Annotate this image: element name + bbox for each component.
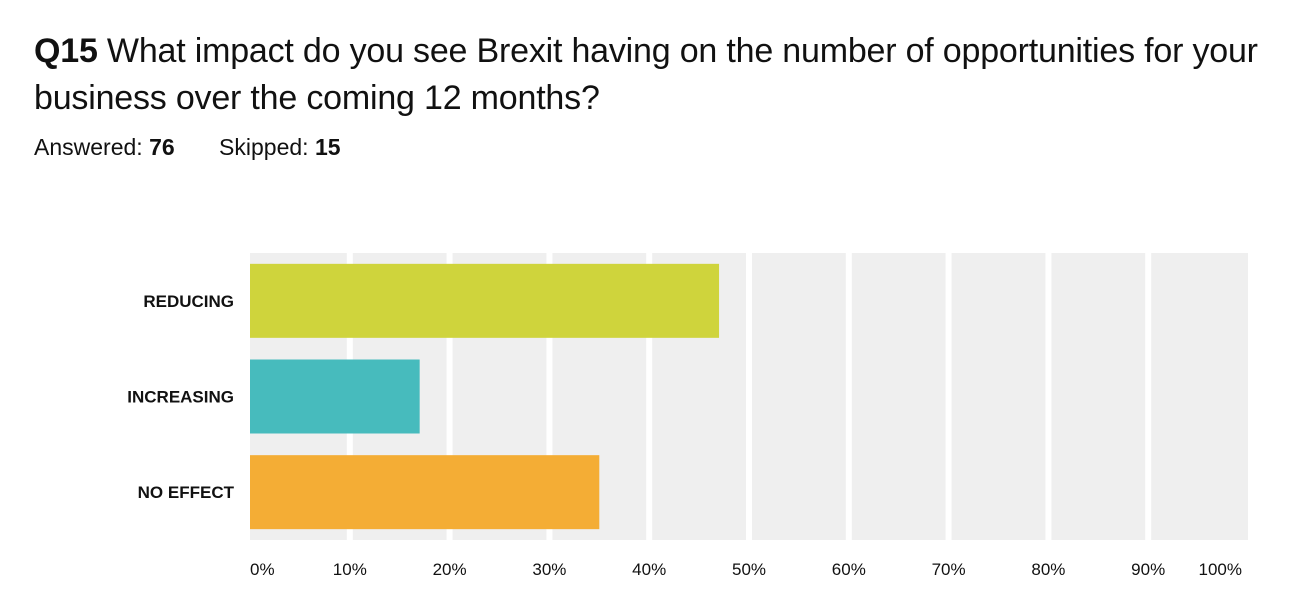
question-header: Q15 What impact do you see Brexit having… <box>34 28 1274 162</box>
gridline <box>646 253 653 540</box>
x-tick-label: 0% <box>250 560 275 579</box>
gridline <box>1145 253 1152 540</box>
response-stats: Answered: 76 Skipped: 15 <box>34 132 1274 162</box>
x-tick-label: 50% <box>732 560 766 579</box>
x-tick-label: 10% <box>333 560 367 579</box>
skipped-stat: Skipped: 15 <box>219 132 341 162</box>
gridline <box>945 253 952 540</box>
bar-no-effect <box>250 455 600 530</box>
x-tick-label: 30% <box>532 560 566 579</box>
gridline <box>845 253 852 540</box>
x-tick-label: 60% <box>832 560 866 579</box>
gridline <box>446 253 453 540</box>
category-labels: REDUCING INCREASING NO EFFECT <box>127 292 234 502</box>
answered-label: Answered: <box>34 134 143 160</box>
category-label: REDUCING <box>143 292 234 311</box>
bar-increasing <box>250 359 420 434</box>
gridline <box>746 253 752 540</box>
x-tick-label: 80% <box>1031 560 1065 579</box>
category-label: NO EFFECT <box>138 483 235 502</box>
x-tick-label: 70% <box>932 560 966 579</box>
answered-count: 76 <box>149 134 175 160</box>
question-title: Q15 What impact do you see Brexit having… <box>34 28 1274 122</box>
x-tick-label: 20% <box>433 560 467 579</box>
gridline <box>546 253 553 540</box>
answered-stat: Answered: 76 <box>34 132 175 162</box>
bars <box>250 263 720 530</box>
gridline <box>1045 253 1052 540</box>
question-text: What impact do you see Brexit having on … <box>34 32 1258 117</box>
x-tick-label: 90% <box>1131 560 1165 579</box>
skipped-count: 15 <box>314 134 341 160</box>
x-tick-label: 100% <box>1199 560 1242 579</box>
x-axis-ticks: 0% 10% 20% 30% 40% 50% 60% 70% 80% 90% 100% <box>250 560 1242 579</box>
x-tick-label: 40% <box>632 560 666 579</box>
bar-reducing <box>250 263 720 338</box>
category-label: INCREASING <box>127 388 234 407</box>
skipped-label: Skipped: <box>219 134 309 160</box>
question-number: Q15 <box>34 32 98 70</box>
